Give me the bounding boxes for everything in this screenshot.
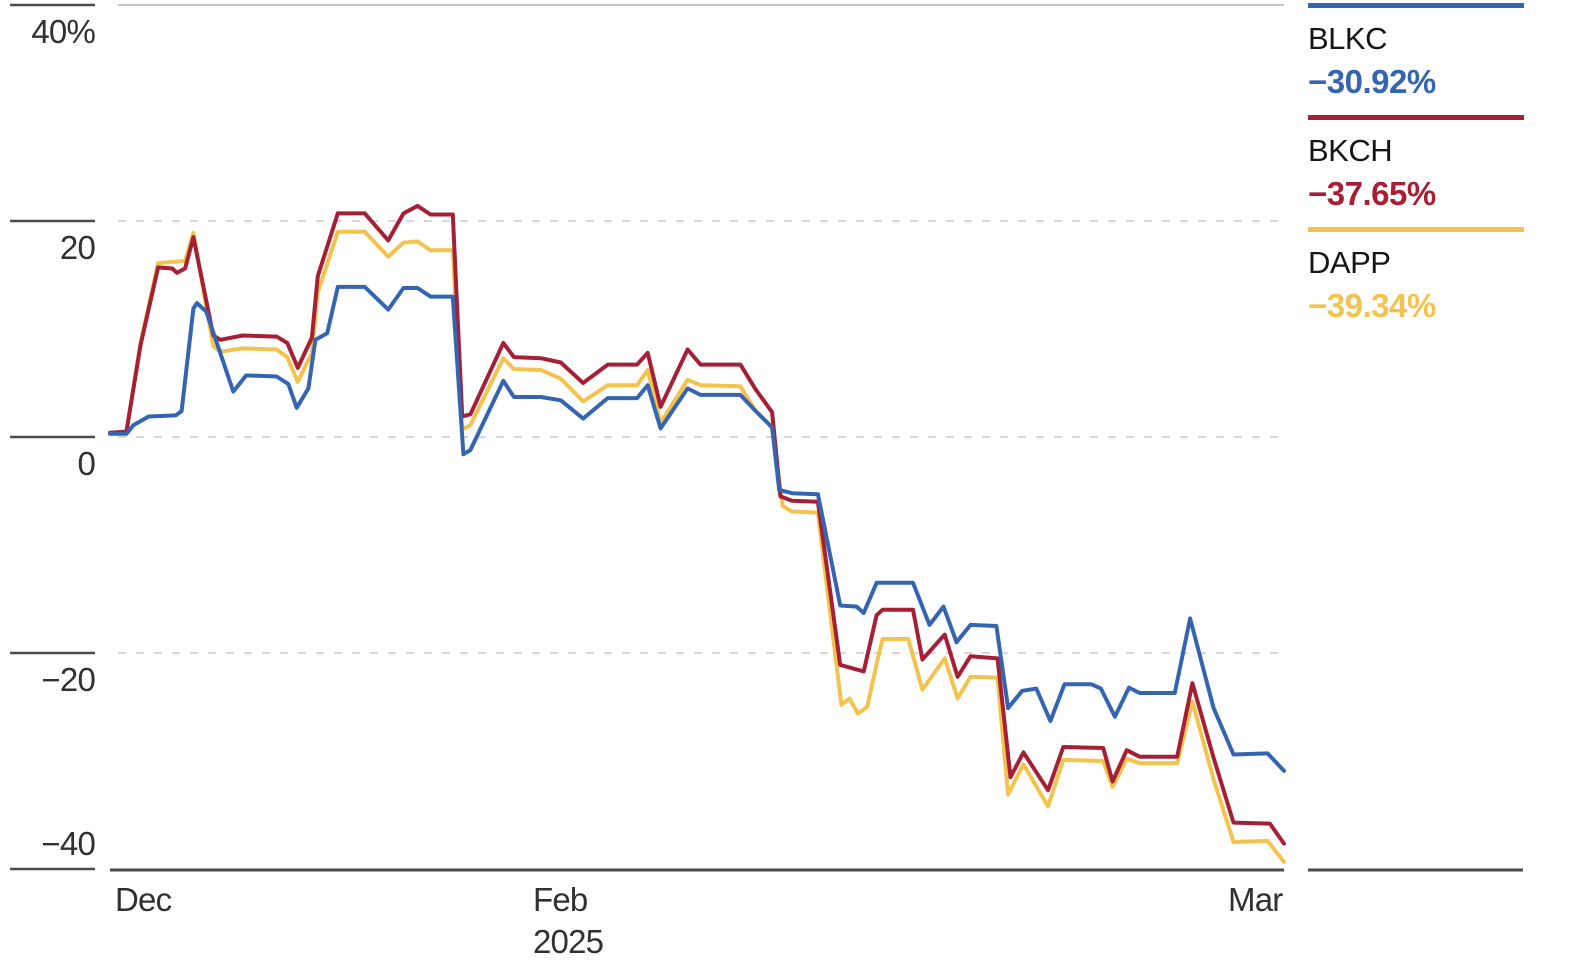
y-axis-label-neg40: −40 [41,825,95,862]
y-axis-label-40: 40% [31,13,95,50]
y-axis-label-0: 0 [77,445,95,482]
legend-ticker-blkc: BLKC [1308,21,1387,56]
x-axis-label-year: 2025 [533,923,604,960]
y-axis-label-20: 20 [59,229,96,266]
legend-item-blkc[interactable]: BLKC −30.92% [1308,3,1524,101]
legend-ticker-dapp: DAPP [1308,245,1391,280]
x-axis-label-mar: Mar [1228,881,1283,918]
legend-color-rule-bkch [1308,115,1524,120]
legend-item-bkch[interactable]: BKCH −37.65% [1308,115,1524,213]
legend-color-rule-blkc [1308,3,1524,8]
x-axis-label-feb: Feb [533,881,588,918]
legend-change-bkch: −37.65% [1308,175,1436,212]
series-line-bkch [108,203,1286,846]
legend-ticker-bkch: BKCH [1308,133,1393,168]
series-line-blkc [108,284,1286,773]
legend-item-dapp[interactable]: DAPP −39.34% [1308,227,1524,325]
legend-color-rule-dapp [1308,227,1524,232]
series-line-dapp [108,229,1286,864]
series-layer [108,203,1286,864]
legend-change-blkc: −30.92% [1308,63,1436,100]
y-axis-label-neg20: −20 [41,661,95,698]
legend-change-dapp: −39.34% [1308,287,1436,324]
x-axis-label-dec: Dec [115,881,172,918]
